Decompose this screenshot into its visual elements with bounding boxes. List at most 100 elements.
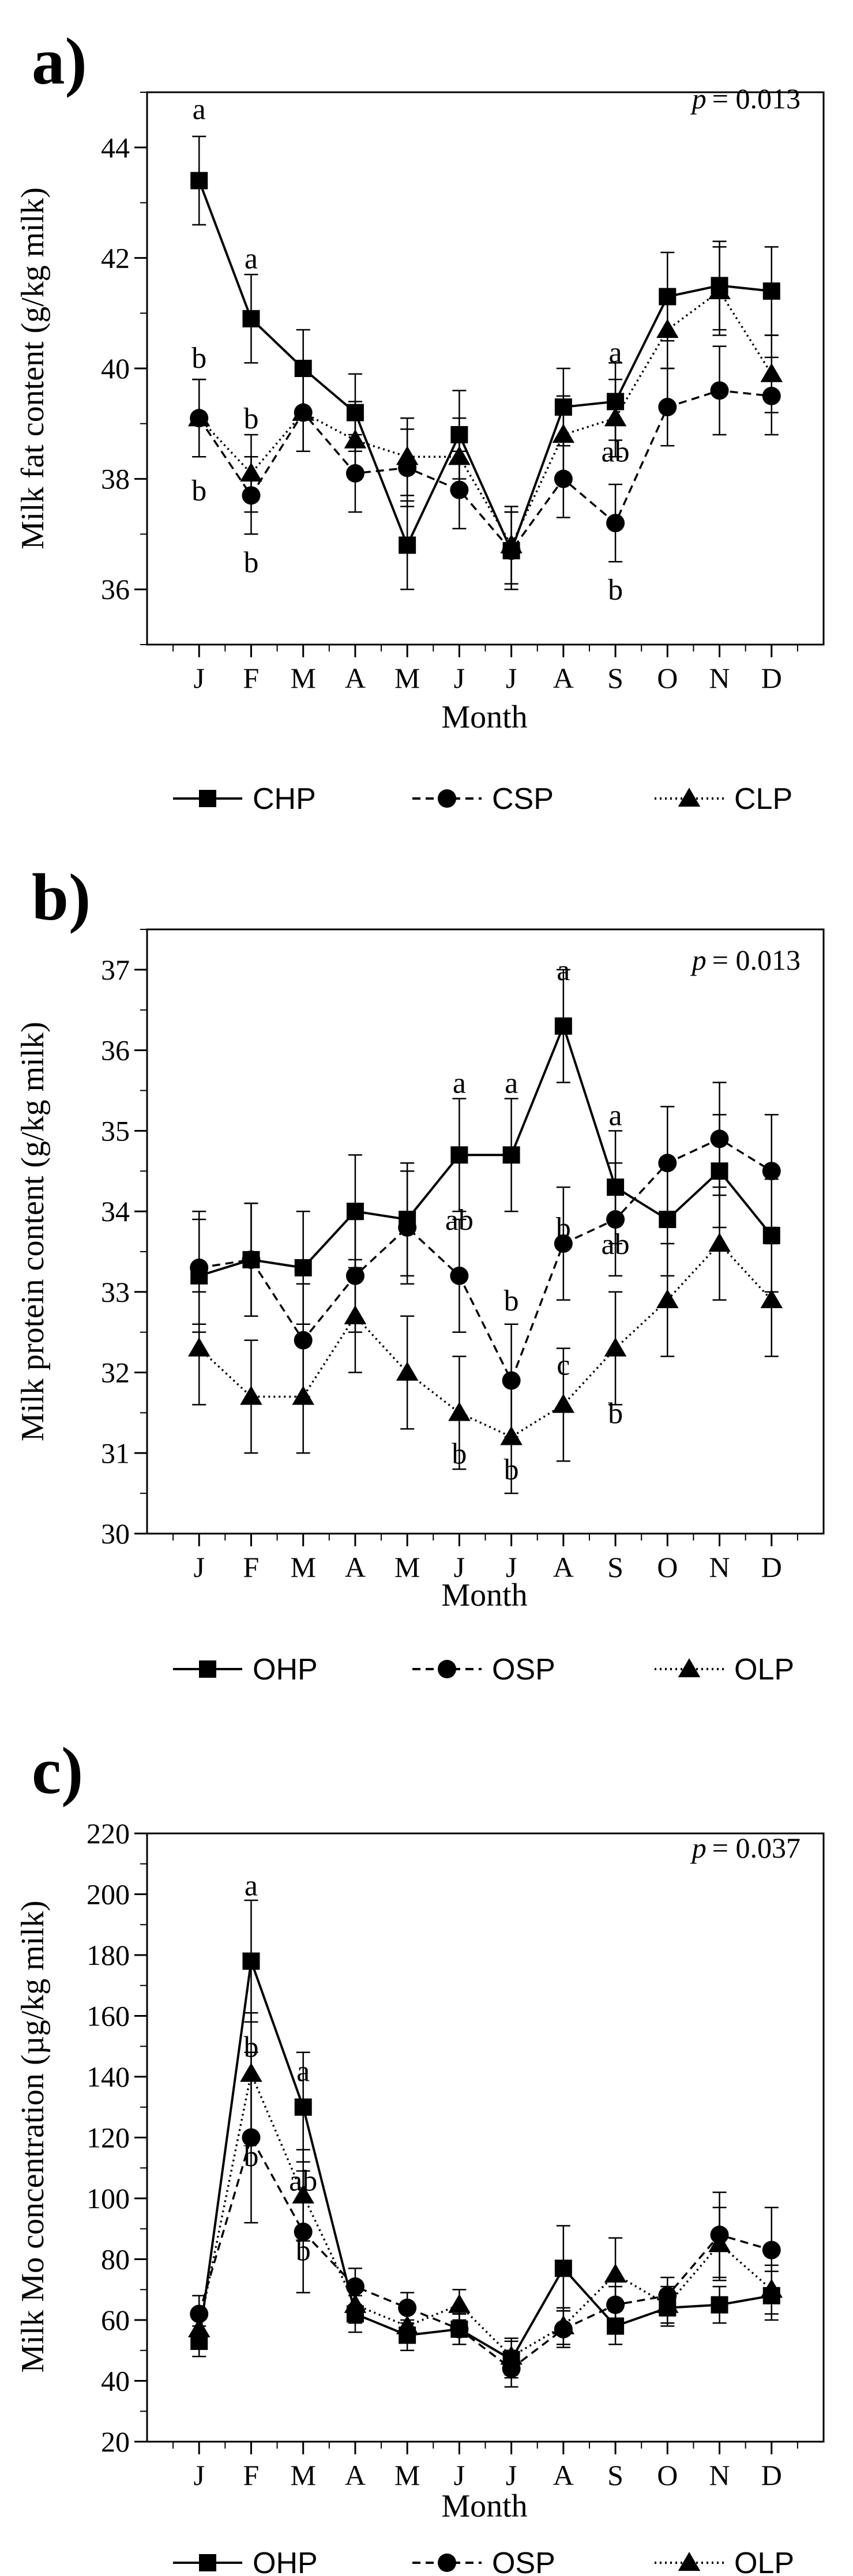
x-tick-label: D: [761, 662, 782, 694]
data-point: [294, 1259, 312, 1276]
x-tick-label: O: [657, 1551, 678, 1583]
panel-b-ylabel: Milk protein content (g/kg milk): [15, 1022, 51, 1441]
data-point: [450, 2319, 469, 2338]
legend-item-clp: CLP: [655, 782, 792, 816]
data-point: [242, 1952, 260, 1970]
x-tick-label: M: [290, 662, 315, 694]
series-line: [198, 1960, 772, 2362]
significance-label: b: [608, 1397, 623, 1430]
data-point: [552, 2315, 575, 2334]
x-tick-label: F: [243, 1551, 260, 1583]
legend-item-ohp: OHP: [173, 1653, 318, 1686]
x-tick-label: F: [243, 662, 260, 694]
y-tick-label: 140: [87, 2061, 130, 2093]
data-point: [604, 1337, 627, 1357]
data-point: [399, 536, 416, 554]
legend-item-chp: CHP: [173, 782, 316, 816]
y-tick-label: 120: [87, 2122, 130, 2154]
data-point: [606, 514, 625, 533]
data-point: [240, 1385, 262, 1405]
x-tick-label: S: [607, 1551, 623, 1583]
x-tick-label: F: [243, 2459, 260, 2491]
panel-b-plot: J F M A M J J A S O N D3031323334353637aabbabbabcaa…: [101, 928, 825, 1583]
y-tick-label: 34: [101, 1195, 130, 1227]
legend-marker: [438, 1660, 456, 1678]
significance-label: ab: [602, 1228, 630, 1261]
data-point: [656, 319, 679, 338]
data-point: [242, 2128, 261, 2147]
legend-marker: [438, 789, 456, 808]
series-chp: [190, 135, 780, 590]
data-point: [292, 1385, 314, 1405]
series-line: [198, 1138, 772, 1383]
panel-a-ylabel: Milk fat content (g/kg milk): [15, 187, 51, 549]
y-tick-label: 36: [101, 1034, 130, 1067]
legend-item-olp: OLP: [655, 1653, 794, 1686]
data-point: [760, 2279, 783, 2298]
x-tick-label: N: [709, 1551, 730, 1583]
significance-label: b: [191, 474, 206, 507]
panel-b-xlabel: Month: [441, 1577, 527, 1613]
data-point: [344, 1305, 367, 1324]
significance-label: a: [557, 954, 570, 987]
series-olp: [187, 2012, 783, 2376]
x-tick-label: J: [454, 662, 465, 694]
panel-a-legend: CHP CSP CLP: [173, 782, 792, 816]
series-csp: [190, 345, 781, 590]
significance-label: b: [243, 2031, 258, 2063]
data-point: [448, 1402, 471, 1421]
significance-label: b: [243, 2140, 258, 2173]
y-tick-label: 44: [101, 131, 130, 164]
data-point: [294, 2098, 312, 2116]
data-point: [187, 407, 211, 427]
data-point: [396, 2315, 419, 2334]
x-tick-label: J: [454, 1551, 465, 1583]
data-point: [500, 1426, 523, 1445]
x-tick-label: M: [290, 2459, 315, 2491]
legend-marker: [678, 1658, 701, 1678]
significance-label: a: [245, 242, 258, 275]
y-tick-label: 36: [101, 573, 130, 605]
legend-label: CSP: [492, 782, 554, 816]
data-point: [552, 1394, 575, 1413]
data-point: [502, 1146, 520, 1164]
x-tick-label: S: [607, 662, 623, 694]
data-point: [708, 2233, 731, 2253]
significance-label: b: [556, 1212, 571, 1245]
data-point: [398, 2298, 417, 2317]
legend-marker: [678, 2552, 701, 2571]
x-tick-label: M: [394, 662, 420, 694]
x-tick-label: N: [709, 2459, 730, 2491]
y-tick-label: 38: [101, 463, 130, 495]
significance-label: ab: [445, 1204, 474, 1237]
significance-label: b: [296, 2235, 311, 2268]
significance-label: c: [557, 1349, 570, 1382]
significance-label: a: [505, 1067, 518, 1099]
legend-item-csp: CSP: [412, 782, 554, 816]
series-olp: [187, 1186, 783, 1494]
x-tick-label: D: [761, 2459, 782, 2491]
data-point: [710, 381, 729, 400]
data-point: [708, 1233, 731, 1252]
series-clp: [187, 246, 783, 585]
panel-c-xlabel: Month: [441, 2488, 527, 2524]
x-tick-label: A: [553, 2459, 574, 2491]
data-point: [762, 282, 780, 300]
data-point: [554, 1234, 573, 1253]
data-point: [658, 1154, 677, 1173]
significance-label: b: [504, 1285, 519, 1317]
x-tick-label: N: [709, 662, 730, 694]
y-tick-label: 180: [87, 1939, 130, 1971]
data-point: [187, 1337, 211, 1357]
data-point: [500, 2345, 523, 2365]
series-line: [198, 1242, 773, 1438]
data-point: [554, 1017, 572, 1035]
legend-item-ohp: OHP: [173, 2547, 318, 2576]
legend-label: OHP: [253, 2547, 318, 2576]
data-point: [396, 1361, 419, 1381]
series-osp: [190, 1082, 781, 1438]
panel-c-plot: J F M A M J J A S O N D2040608010012014016018020022…: [87, 1817, 825, 2491]
significance-label: ab: [602, 436, 630, 469]
